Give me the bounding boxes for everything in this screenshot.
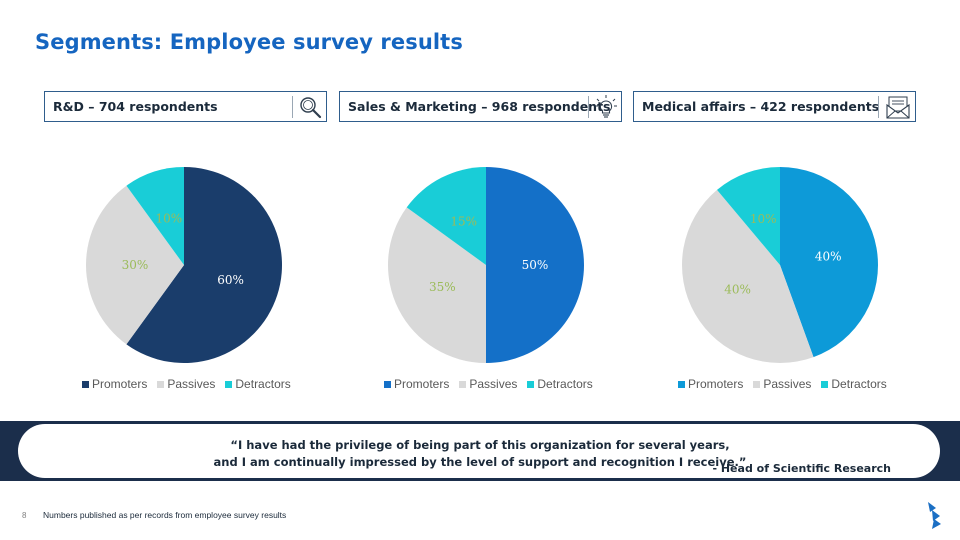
legend-swatch (157, 380, 165, 388)
pie-chart-medical: 40% 40% 10% (682, 167, 878, 363)
pie-slice-passives (85, 185, 184, 345)
segment-box-sales: Sales & Marketing – 968 respondents (339, 91, 622, 122)
pie-slice-detractors (406, 167, 486, 265)
legend-label: Promoters (688, 377, 744, 391)
pie-slice-promoters (780, 167, 878, 358)
segment-box-rd: R&D – 704 respondents (44, 91, 327, 122)
data-label-promoters: 40% (815, 249, 842, 263)
page-title: Segments: Employee survey results (35, 30, 463, 54)
quote-line: and I am continually impressed by the le… (213, 455, 747, 469)
pie-slice-passives (682, 189, 814, 363)
legend-item-detractors: Detractors (527, 376, 593, 392)
data-label-passives: 40% (724, 283, 751, 297)
chart-legend: Promoters Passives Detractors (678, 376, 887, 392)
data-label-promoters: 60% (217, 273, 244, 287)
quote-author: - Head of Scientific Research (712, 462, 891, 475)
pie-slice-promoters (486, 167, 584, 363)
legend-label: Detractors (537, 377, 593, 391)
legend-item-passives: Passives (157, 376, 215, 392)
segment-divider (878, 96, 879, 118)
page-number: 8 (22, 511, 27, 520)
legend-item-detractors: Detractors (821, 376, 887, 392)
legend-swatch (821, 380, 829, 388)
legend-swatch (459, 380, 467, 388)
legend-item-promoters: Promoters (678, 376, 743, 392)
quote-line: “I have had the privilege of being part … (230, 438, 730, 452)
data-label-promoters: 50% (522, 258, 549, 272)
pie-slice-detractors (717, 167, 780, 265)
legend-label: Detractors (831, 377, 887, 391)
pie-chart-sales: 50% 35% 15% (388, 167, 584, 363)
data-label-passives: 35% (429, 280, 456, 294)
segment-divider (588, 96, 589, 118)
legend-swatch (678, 380, 685, 388)
data-label-detractors: 10% (156, 211, 183, 225)
legend-swatch (753, 380, 761, 388)
pie-chart-rd: 60% 30% 10% (85, 167, 282, 363)
legend-swatch (82, 380, 89, 388)
legend-item-detractors: Detractors (225, 376, 291, 392)
legend-label: Passives (469, 377, 518, 391)
segment-label-medical: Medical affairs – 422 respondents (642, 99, 880, 114)
legend-swatch (384, 380, 391, 388)
segment-box-medical: Medical affairs – 422 respondents (633, 91, 916, 122)
pie-slice-promoters (126, 167, 282, 363)
legend-item-passives: Passives (753, 376, 811, 392)
quote-box (18, 424, 940, 478)
legend-label: Promoters (394, 377, 450, 391)
legend-item-promoters: Promoters (82, 376, 147, 392)
lightbulb-icon (595, 95, 617, 118)
footnote: Numbers published as per records from em… (43, 510, 287, 520)
magnifier-icon (300, 97, 322, 119)
legend-label: Passives (763, 377, 812, 391)
legend-item-promoters: Promoters (384, 376, 449, 392)
segment-label-rd: R&D – 704 respondents (53, 99, 218, 114)
legend-swatch (527, 380, 535, 388)
pie-slice-detractors (126, 167, 184, 265)
segment-label-sales: Sales & Marketing – 968 respondents (348, 99, 611, 114)
envelope-icon (886, 96, 910, 119)
data-label-detractors: 10% (750, 212, 777, 226)
data-label-passives: 30% (122, 258, 149, 272)
segment-divider (292, 96, 293, 118)
legend-item-passives: Passives (459, 376, 517, 392)
data-label-detractors: 15% (450, 214, 477, 228)
testimonial-quote: “I have had the privilege of being part … (0, 437, 960, 471)
company-logo-icon (928, 502, 941, 529)
chart-legend: Promoters Passives Detractors (384, 376, 593, 392)
legend-label: Promoters (92, 377, 148, 391)
legend-label: Detractors (235, 377, 291, 391)
chart-legend: Promoters Passives Detractors (82, 376, 291, 392)
pie-slice-passives (388, 207, 486, 363)
legend-label: Passives (167, 377, 216, 391)
legend-swatch (225, 380, 233, 388)
